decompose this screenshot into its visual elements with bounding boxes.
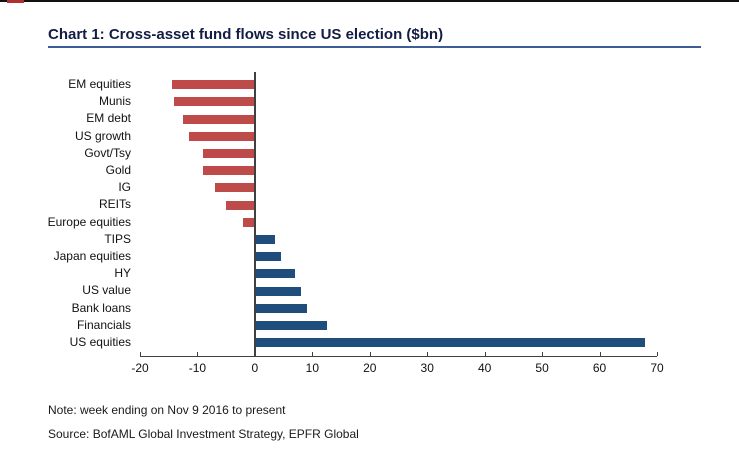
bar-us-equities: [254, 338, 646, 348]
bar-em-debt: [183, 114, 255, 124]
bar-europe-equities: [243, 217, 255, 227]
category-label: Bank loans: [71, 300, 131, 315]
category-labels: EM equities Munis EM debt US growth Govt/Tsy…: [0, 70, 131, 357]
chart-title: Chart 1: Cross-asset fund flows since US…: [48, 26, 444, 43]
category-label: US growth: [74, 128, 131, 143]
bar-tips: [254, 234, 275, 244]
x-tick-label: -20: [131, 361, 149, 375]
x-tick-label: 40: [477, 361, 492, 375]
x-axis-tick: [427, 352, 429, 356]
zero-axis-line: [253, 72, 256, 356]
x-axis-tick: [197, 352, 199, 356]
category-label: Gold: [105, 163, 131, 177]
x-tick-label: -10: [188, 361, 207, 375]
bar-bank-loans: [254, 303, 307, 313]
top-border-line: [0, 0, 739, 2]
bar-em-equities: [171, 80, 255, 90]
x-tick-label: 70: [650, 361, 664, 375]
red-dash-mark: [7, 0, 24, 3]
bar-munis: [174, 97, 255, 107]
category-label: US equities: [69, 335, 131, 349]
bar-japan-equities: [254, 252, 281, 262]
bar-reits: [226, 200, 255, 210]
x-tick-label: 20: [363, 361, 377, 375]
category-label: EM equities: [68, 77, 131, 91]
category-label: Japan equities: [53, 249, 131, 263]
bar-financials: [254, 320, 327, 330]
x-axis-tick: [599, 352, 601, 356]
category-label: IG: [118, 180, 131, 195]
bar-gold: [203, 166, 255, 176]
x-tick-label: 30: [420, 361, 434, 375]
x-axis-tick: [484, 352, 486, 356]
category-label: Munis: [98, 94, 131, 109]
bar-chart: EM equities Munis EM debt US growth Govt/Tsy…: [0, 70, 739, 375]
x-axis-tick: [312, 352, 314, 356]
x-tick-label: 0: [251, 361, 259, 375]
category-label: TIPS: [104, 231, 131, 246]
plot-area: -20 -10 0 10 20 30 40 50 60 70: [131, 70, 664, 375]
x-tick-label: 10: [305, 361, 320, 375]
x-axis-tick: [140, 352, 141, 356]
category-label: Govt/Tsy: [84, 145, 131, 160]
category-label: US value: [82, 283, 131, 298]
category-label: HY: [114, 266, 131, 281]
x-tick-label: 60: [592, 361, 607, 375]
category-label: Europe equities: [47, 214, 131, 229]
category-label: EM debt: [86, 111, 131, 126]
x-tick-label: 50: [535, 361, 549, 375]
x-axis-tick: [369, 352, 371, 356]
source-text: Source: BofAML Global Investment Strateg…: [48, 427, 359, 441]
bar-us-growth: [188, 131, 255, 141]
bar-hy: [254, 269, 296, 279]
bar-govt-tsy: [203, 148, 255, 158]
title-underline: [48, 46, 701, 48]
bar-ig: [214, 183, 255, 193]
note-text: Note: week ending on Nov 9 2016 to prese…: [48, 403, 286, 417]
category-label: REITs: [98, 197, 131, 212]
x-axis-tick: [542, 352, 544, 356]
category-label: Financials: [76, 317, 131, 332]
x-axis-tick: [657, 352, 658, 356]
bar-us-value: [254, 286, 301, 296]
x-axis-line: [140, 356, 657, 357]
